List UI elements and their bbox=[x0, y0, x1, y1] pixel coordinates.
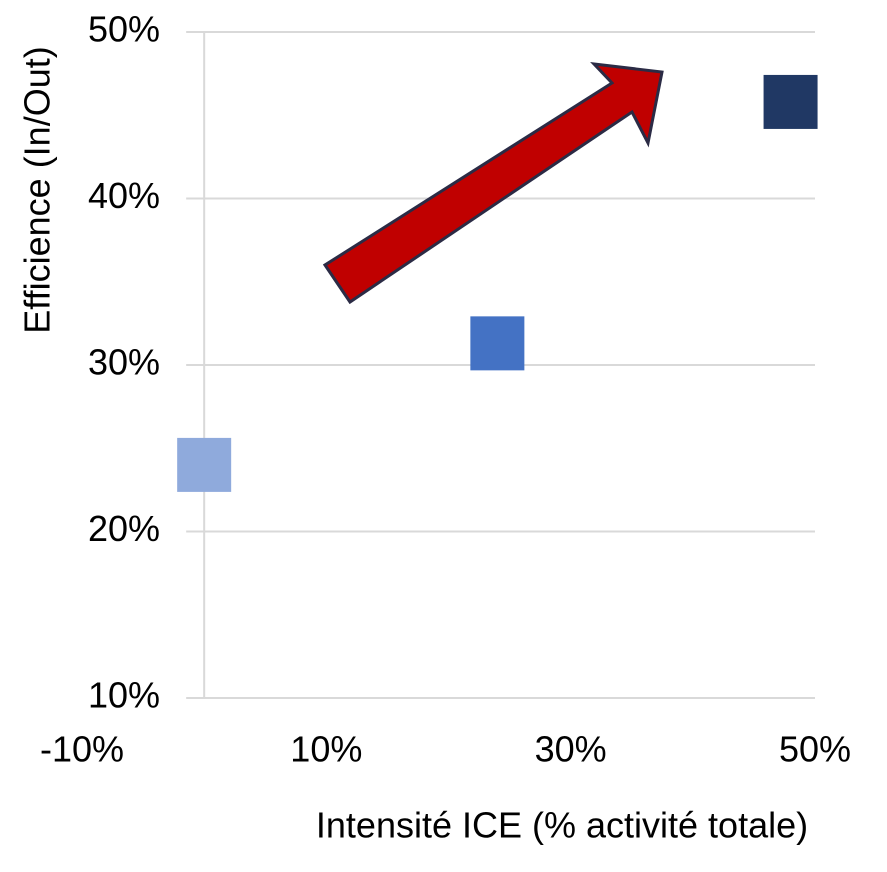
y-tick-label: 30% bbox=[88, 342, 160, 383]
y-tick-label: 10% bbox=[88, 675, 160, 716]
x-tick-label: 50% bbox=[779, 729, 851, 770]
x-tick-label: 30% bbox=[535, 729, 607, 770]
y-axis-title: Efficience (In/Out) bbox=[17, 46, 58, 333]
y-tick-label: 40% bbox=[88, 175, 160, 216]
marker bbox=[177, 437, 232, 492]
y-tick-label: 20% bbox=[88, 508, 160, 549]
x-axis-title: Intensité ICE (% activité totale) bbox=[316, 805, 808, 846]
y-tick-label: 50% bbox=[88, 9, 160, 50]
marker bbox=[470, 316, 525, 371]
marker bbox=[763, 74, 818, 129]
plot-area: 10% 20% 30% 40% 50% -10% 10% 30% 50% bbox=[40, 9, 851, 770]
trend-arrow bbox=[322, 62, 664, 305]
x-tick-label: 10% bbox=[290, 729, 362, 770]
x-tick-label: -10% bbox=[40, 729, 124, 770]
